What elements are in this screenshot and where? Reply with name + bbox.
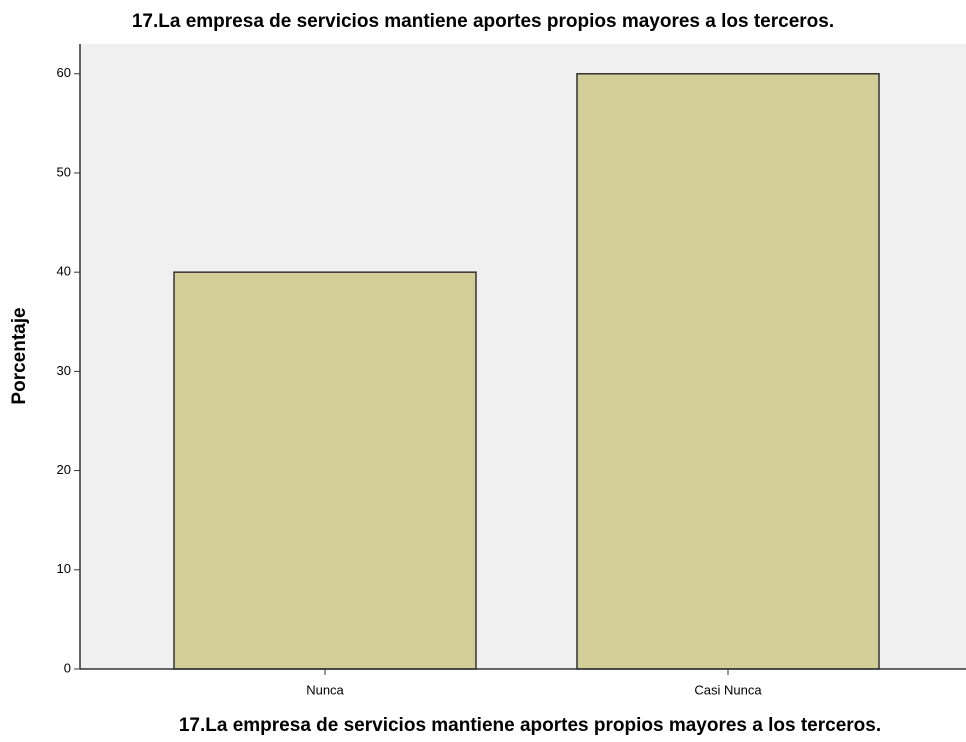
y-tick-label: 60 [57,65,71,80]
bar [576,73,880,670]
bar [173,271,477,670]
chart-title: 17.La empresa de servicios mantiene apor… [132,11,834,32]
y-tick-label: 40 [57,264,71,279]
y-tick-label: 20 [57,462,71,477]
x-tick-label: Casi Nunca [694,682,762,697]
x-tick-label: Nunca [306,682,344,697]
y-tick-label: 30 [57,363,71,378]
y-tick-label: 0 [64,660,71,675]
y-axis-title: Porcentaje [9,307,30,404]
y-tick-label: 50 [57,164,71,179]
y-tick-label: 10 [57,561,71,576]
x-axis-title: 17.La empresa de servicios mantiene apor… [179,715,881,736]
